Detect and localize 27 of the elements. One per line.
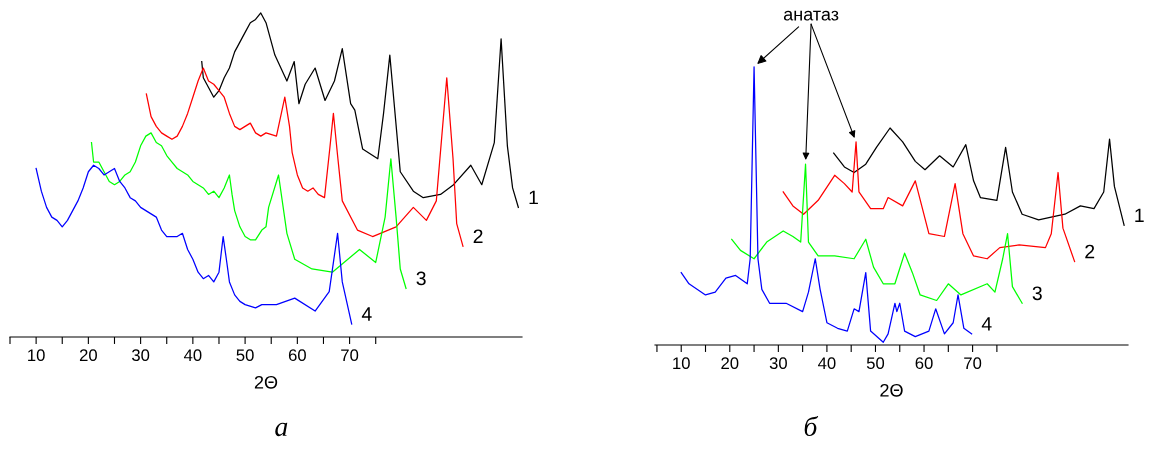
x-axis-title: 2Θ [254, 375, 278, 389]
x-tick-label: 60 [915, 357, 933, 370]
series-label: 4 [361, 307, 372, 321]
x-tick-label: 70 [964, 357, 982, 370]
series-label: 2 [473, 229, 483, 243]
x-tick-label: 50 [236, 349, 254, 362]
series-label: 3 [416, 271, 426, 286]
x-tick-label: 40 [183, 349, 202, 362]
x-axis-title: 2Θ [880, 383, 903, 397]
text: а [275, 422, 288, 437]
series-label: 1 [529, 190, 538, 205]
series-label: 2 [1085, 244, 1095, 259]
x-tick-label: 10 [673, 357, 690, 370]
text: б [804, 415, 819, 437]
x-tick-label: 70 [341, 349, 359, 362]
x-tick-label: 50 [866, 357, 885, 370]
series-label: 1 [1135, 208, 1144, 223]
x-tick-label: 20 [79, 349, 97, 362]
series-label: 3 [1032, 286, 1042, 301]
x-tick-label: 30 [131, 349, 150, 362]
annotation: анатаз [783, 10, 839, 21]
x-tick-label: 40 [818, 357, 836, 370]
x-tick-label: 60 [288, 349, 306, 362]
x-tick-label: 20 [721, 357, 739, 370]
x-tick-label: 10 [28, 349, 45, 362]
x-tick-label: 30 [769, 357, 787, 370]
series-label: 4 [981, 317, 992, 331]
